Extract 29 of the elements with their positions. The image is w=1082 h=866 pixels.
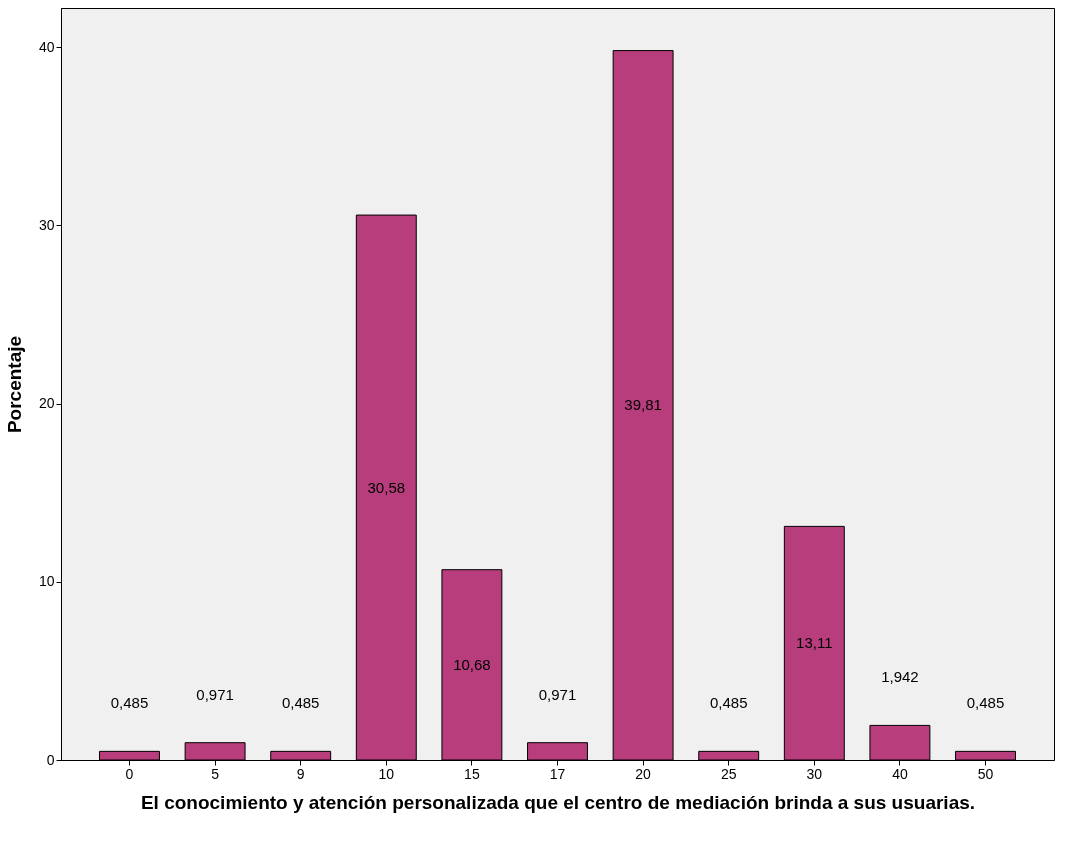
data-label: 0,485 bbox=[966, 694, 1005, 712]
x-tick-label: 30 bbox=[806, 765, 823, 782]
data-label: 0,485 bbox=[709, 694, 748, 712]
x-tick-label: 40 bbox=[892, 765, 908, 782]
data-label: 10,68 bbox=[453, 655, 491, 673]
x-tick-label: 20 bbox=[635, 765, 652, 782]
y-tick-label: 20 bbox=[38, 395, 55, 412]
x-tick-label: 17 bbox=[549, 765, 566, 782]
x-tick-label: 5 bbox=[211, 765, 220, 782]
data-label: 0,485 bbox=[110, 694, 149, 712]
y-tick-label: 10 bbox=[38, 573, 55, 590]
x-tick-label: 15 bbox=[464, 765, 480, 782]
x-axis-title: El conocimiento y atención personalizada que el centro de mediación brinda a sus usuarias. bbox=[140, 791, 976, 813]
y-axis-title: Porcentaje bbox=[3, 335, 25, 434]
data-label: 0,971 bbox=[196, 685, 234, 703]
data-label: 30,58 bbox=[367, 478, 406, 496]
x-tick-label: 25 bbox=[720, 765, 737, 782]
y-tick-label: 0 bbox=[46, 751, 55, 768]
y-tick-label: 30 bbox=[38, 216, 55, 233]
data-label: 13,11 bbox=[796, 634, 833, 652]
x-tick-label: 0 bbox=[125, 765, 134, 782]
x-tick-label: 10 bbox=[378, 765, 395, 782]
x-tick-label: 9 bbox=[296, 765, 305, 782]
x-tick-label: 50 bbox=[977, 765, 994, 782]
data-label: 39,81 bbox=[624, 396, 662, 414]
data-label: 1,942 bbox=[881, 668, 919, 686]
data-label: 0,485 bbox=[281, 694, 320, 712]
y-tick-label: 40 bbox=[38, 38, 55, 55]
data-label: 0,971 bbox=[538, 685, 577, 703]
